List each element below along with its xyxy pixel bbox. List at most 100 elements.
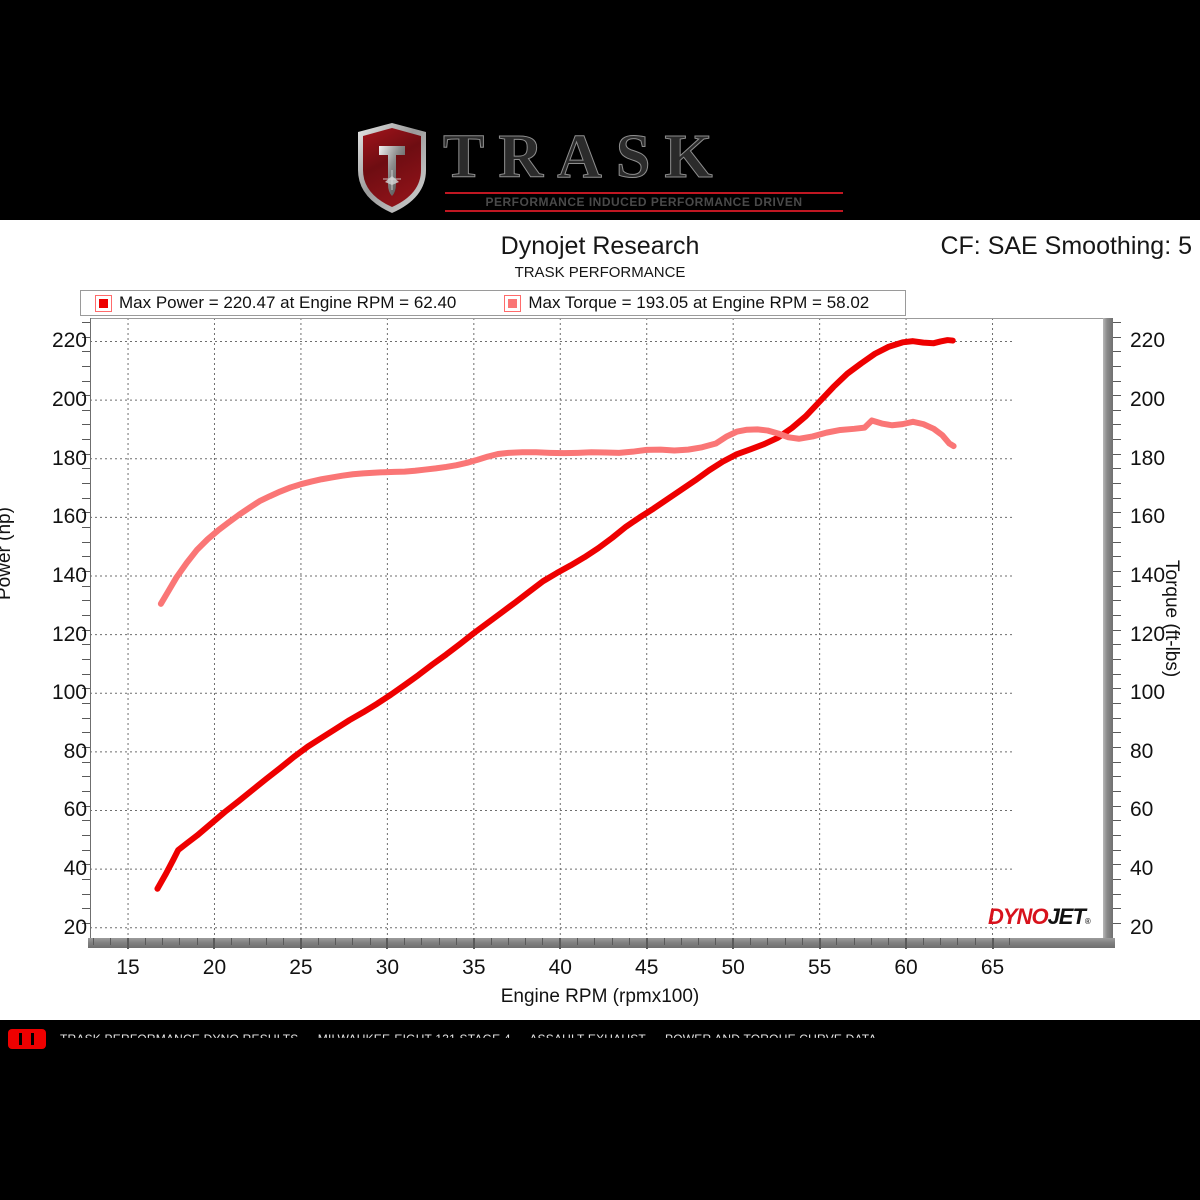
x-tick [853, 938, 855, 945]
x-tick [144, 938, 146, 945]
trask-tagline: PERFORMANCE INDUCED PERFORMANCE DRIVEN [485, 195, 803, 209]
x-tick [559, 938, 562, 949]
y-tick-right [1113, 321, 1121, 323]
y-tick-left [82, 922, 90, 924]
y-tick-left [82, 527, 90, 529]
y-tick-label-left: 40 [63, 857, 87, 881]
y-tick-left [82, 483, 90, 485]
x-tick [801, 938, 803, 945]
y-tick-left [82, 336, 90, 338]
y-tick-left [82, 541, 90, 543]
x-tick [283, 938, 285, 945]
y-tick-label-right: 220 [1130, 329, 1166, 353]
y-tick-right [1113, 878, 1121, 880]
y-tick-label-left: 180 [51, 446, 87, 470]
y-tick-right [1113, 908, 1121, 910]
y-tick-label-right: 20 [1130, 915, 1154, 939]
x-tick [231, 938, 233, 945]
y-tick-label-left: 80 [63, 739, 87, 763]
y-tick-right [1113, 864, 1121, 866]
y-tick-right [1113, 644, 1121, 646]
x-tick [836, 938, 838, 945]
y-tick-left [82, 878, 90, 880]
y-tick-right [1113, 497, 1121, 499]
brand-rule-top [445, 192, 843, 194]
y-tick-right [1113, 556, 1121, 558]
x-tick [957, 938, 959, 945]
plot-background [90, 318, 1015, 938]
x-tick [507, 938, 509, 945]
y-tick-left [82, 365, 90, 367]
y-tick-left [82, 585, 90, 587]
y-tick-left [82, 321, 90, 323]
x-axis-title: Engine RPM (rpmx100) [500, 986, 700, 1007]
x-tick-label: 30 [375, 956, 400, 979]
y-tick-left [82, 673, 90, 675]
x-tick [179, 938, 181, 945]
x-tick [352, 938, 354, 945]
x-tick [92, 938, 94, 945]
y-tick-right [1113, 424, 1121, 426]
y-tick-label-left: 100 [51, 681, 87, 705]
x-tick [767, 938, 769, 945]
x-tick [299, 938, 302, 949]
y-axis-title-left: Power (hp) [0, 507, 15, 600]
dynojet-watermark-dyno: DYNO [988, 904, 1049, 929]
x-tick [991, 938, 994, 949]
legend-label-torque: Max Torque = 193.05 at Engine RPM = 58.0… [528, 293, 870, 312]
x-tick [472, 938, 475, 949]
x-tick [715, 938, 717, 945]
y-tick-left [82, 468, 90, 470]
y-tick-left [82, 395, 90, 397]
correction-factor-label: CF: SAE Smoothing: 5 [940, 232, 1192, 260]
y-tick-right [1113, 585, 1121, 587]
y-tick-left [82, 453, 90, 455]
x-tick-label: 55 [807, 956, 832, 979]
x-tick [663, 938, 665, 945]
y-tick-right [1113, 776, 1121, 778]
y-tick-left [82, 556, 90, 558]
y-tick-right [1113, 732, 1121, 734]
chart-subtitle: TRASK PERFORMANCE [514, 264, 686, 281]
y-tick-left [82, 600, 90, 602]
x-tick [940, 938, 942, 945]
dynojet-watermark-jet: JET [1047, 904, 1086, 929]
y-tick-right [1113, 673, 1121, 675]
y-tick-label-right: 160 [1130, 505, 1166, 529]
x-tick [784, 938, 786, 945]
axis-left-line [90, 318, 91, 938]
y-tick-right [1113, 600, 1121, 602]
x-tick [490, 938, 492, 945]
y-tick-right [1113, 615, 1121, 617]
legend-item-torque[interactable]: Max Torque = 193.05 at Engine RPM = 58.0… [504, 291, 869, 315]
chart-title: Dynojet Research [500, 232, 700, 260]
plot-gridlines [90, 318, 1015, 938]
y-tick-left [82, 746, 90, 748]
x-tick [248, 938, 250, 945]
legend-item-power[interactable]: Max Power = 220.47 at Engine RPM = 62.40 [95, 291, 456, 315]
x-tick [905, 938, 908, 949]
x-tick [922, 938, 924, 945]
y-tick-left [82, 439, 90, 441]
x-tick [542, 938, 544, 945]
x-tick [196, 938, 198, 945]
y-tick-left [82, 424, 90, 426]
y-tick-label-left: 140 [51, 563, 87, 587]
y-tick-right [1113, 688, 1121, 690]
y-tick-label-left: 200 [51, 388, 87, 412]
dynojet-watermark: DYNOJET® [988, 904, 1091, 933]
y-tick-right [1113, 571, 1121, 573]
y-tick-label-right: 140 [1130, 563, 1166, 587]
y-tick-right [1113, 409, 1121, 411]
y-tick-left [82, 351, 90, 353]
x-tick [974, 938, 976, 945]
x-tick [265, 938, 267, 945]
y-tick-right [1113, 834, 1121, 836]
y-tick-left [82, 409, 90, 411]
y-tick-right [1113, 790, 1121, 792]
x-tick [127, 938, 130, 949]
plot-area [90, 318, 1015, 938]
plot-curves [154, 337, 957, 892]
y-tick-left [82, 849, 90, 851]
y-tick-left [82, 497, 90, 499]
